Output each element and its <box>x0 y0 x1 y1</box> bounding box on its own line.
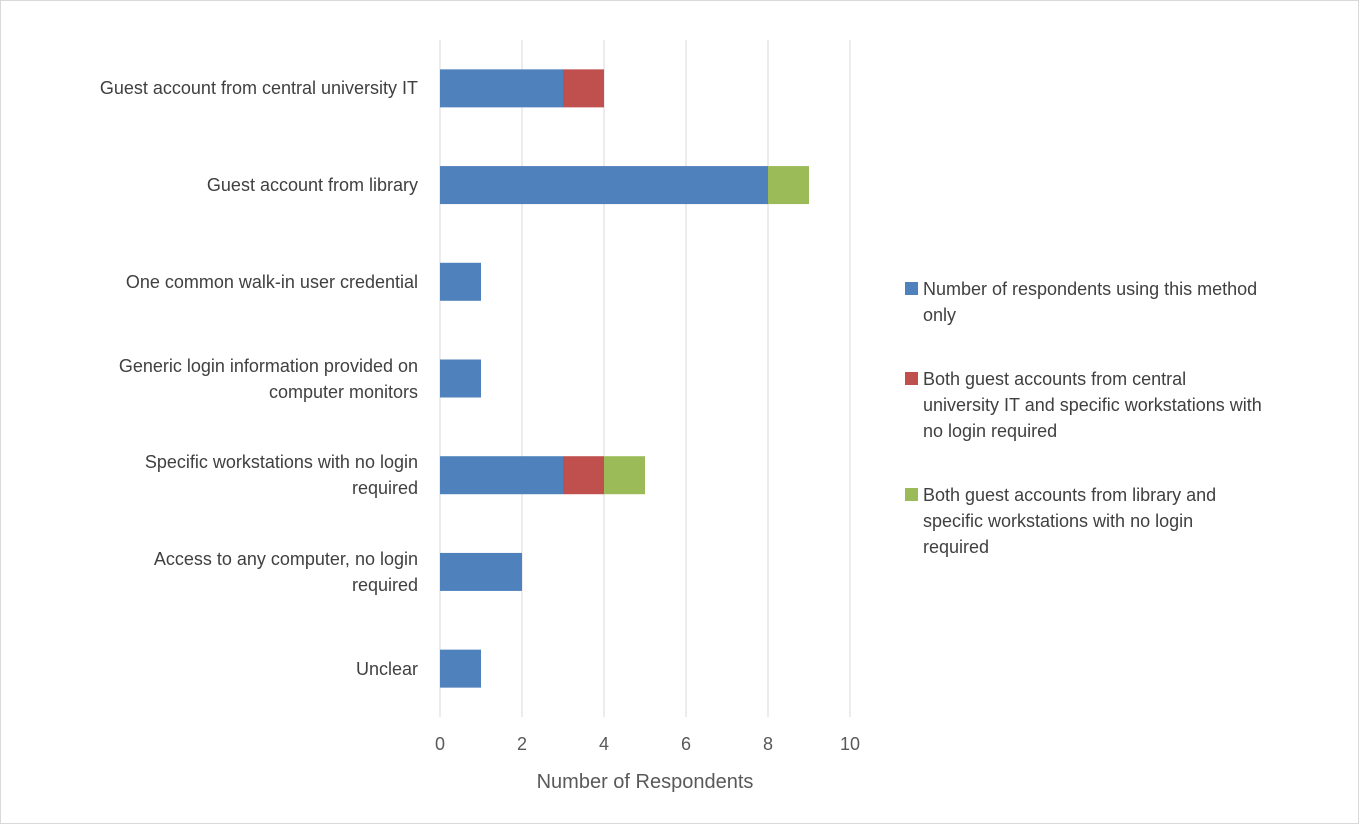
legend-item: Both guest accounts from central universi… <box>905 366 1345 444</box>
x-axis-title: Number of Respondents <box>537 771 754 793</box>
legend-swatch <box>905 372 918 385</box>
category-label: Access to any computer, no login required <box>8 546 418 598</box>
category-label: Guest account from library <box>8 172 418 198</box>
category-label: Specific workstations with no login requi… <box>8 449 418 501</box>
x-tick-label: 0 <box>435 734 445 754</box>
legend-label-line: specific workstations with no login <box>923 511 1194 531</box>
category-label: Unclear <box>8 656 418 682</box>
x-tick-label: 8 <box>763 734 773 754</box>
legend-label-line: Number of respondents using this method <box>923 279 1258 299</box>
bar-segment <box>604 456 645 495</box>
bar-segment <box>440 69 563 108</box>
category-label-line: Unclear <box>355 658 418 679</box>
legend-swatch <box>905 282 918 295</box>
bar-segment <box>768 166 809 205</box>
category-label-line: Guest account from central university IT <box>99 78 418 99</box>
category-label-line: required <box>351 478 418 499</box>
x-tick-label: 2 <box>517 734 527 754</box>
bar-segment <box>440 552 522 591</box>
legend: Number of respondents using this method o… <box>905 276 1345 598</box>
legend-label-line: only <box>923 305 957 325</box>
legend-label-line: Both guest accounts from central <box>923 369 1187 389</box>
x-tick-label: 10 <box>840 734 860 754</box>
category-label-line: One common walk-in user credential <box>125 271 418 292</box>
category-label-line: Access to any computer, no login <box>153 548 418 569</box>
category-label-line: Generic login information provided on <box>118 355 418 376</box>
bar-segment <box>563 456 604 495</box>
legend-item: Both guest accounts from library and spec… <box>905 482 1345 560</box>
bar-segment <box>440 649 481 688</box>
x-tick-label: 4 <box>599 734 609 754</box>
category-label-line: computer monitors <box>268 381 418 402</box>
legend-label-line: university IT and specific workstations … <box>923 395 1262 415</box>
x-tick-label: 6 <box>681 734 691 754</box>
category-label-line: Specific workstations with no login <box>144 452 418 473</box>
category-label: Guest account from central university IT <box>8 75 418 101</box>
legend-item: Number of respondents using this method o… <box>905 276 1345 328</box>
legend-label-line: Both guest accounts from library and <box>923 485 1217 505</box>
bar-segment <box>440 262 481 301</box>
category-label: Generic login information provided on com… <box>8 353 418 405</box>
legend-label-line: required <box>923 537 990 557</box>
legend-swatch <box>905 488 918 501</box>
legend-label-line: no login required <box>923 421 1058 441</box>
bar-segment <box>440 166 768 205</box>
category-label: One common walk-in user credential <box>8 269 418 295</box>
category-label-line: Guest account from library <box>206 175 418 196</box>
bar-segment <box>440 359 481 398</box>
category-label-line: required <box>351 574 418 595</box>
bar-segment <box>563 69 604 108</box>
bar-segment <box>440 456 563 495</box>
